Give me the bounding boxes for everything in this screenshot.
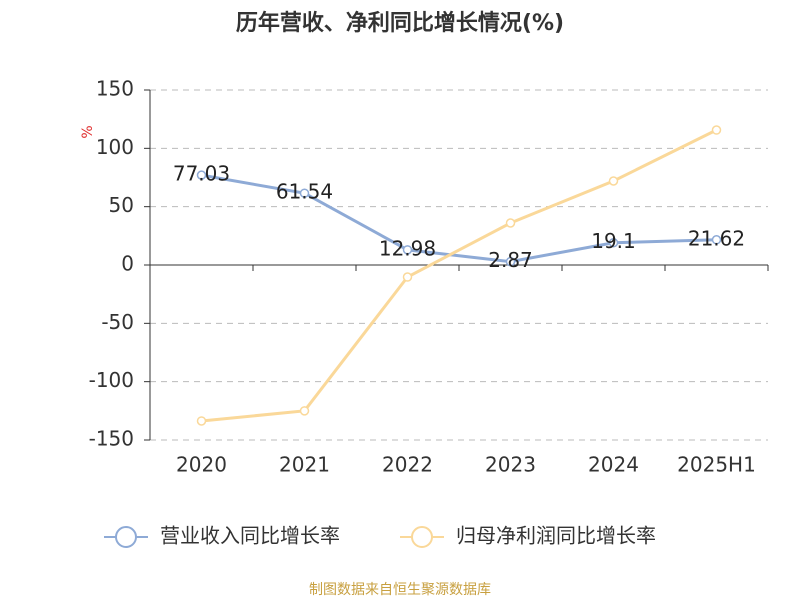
- legend-label: 归母净利润同比增长率: [456, 524, 656, 548]
- data-label: 77.03: [173, 162, 230, 186]
- data-point: [608, 176, 619, 186]
- series-line: [201, 128, 718, 423]
- y-tick-label: -150: [89, 427, 134, 451]
- x-tick-label: 2021: [279, 453, 330, 477]
- data-label: 19.1: [591, 229, 636, 253]
- y-tick-label: -100: [89, 368, 134, 392]
- data-label: 2.87: [488, 248, 533, 272]
- data-point: [196, 170, 207, 180]
- y-tick-label: 50: [109, 193, 134, 217]
- data-label: 12.98: [379, 236, 436, 260]
- data-point: [505, 256, 516, 267]
- data-point: [711, 125, 722, 135]
- y-tick-label: -50: [101, 310, 134, 334]
- y-tick-label: 0: [121, 252, 134, 276]
- data-point: [299, 188, 310, 198]
- x-tick-label: 2020: [176, 453, 227, 477]
- legend-label: 营业收入同比增长率: [160, 524, 340, 548]
- data-point: [608, 237, 619, 248]
- x-tick-label: 2022: [382, 453, 433, 477]
- data-point: [505, 218, 516, 228]
- chart-title: 历年营收、净利同比增长情况(%): [236, 10, 564, 36]
- data-point: [402, 272, 413, 282]
- x-tick-label: 2024: [588, 453, 639, 477]
- legend-marker: [411, 526, 433, 548]
- data-point: [196, 416, 207, 426]
- series-line: [201, 173, 717, 264]
- data-label: 61.54: [276, 180, 333, 204]
- legend-marker: [115, 526, 137, 548]
- data-label: 21.62: [688, 226, 745, 250]
- data-point: [402, 245, 413, 255]
- x-tick-label: 2025H1: [677, 453, 756, 477]
- y-axis-label: %: [80, 125, 96, 138]
- data-point: [299, 406, 310, 416]
- data-point: [711, 235, 722, 245]
- y-tick-label: 100: [96, 135, 134, 159]
- x-tick-label: 2023: [485, 453, 536, 477]
- y-tick-label: 150: [96, 77, 134, 101]
- source-note: 制图数据来自恒生聚源数据库: [309, 582, 491, 598]
